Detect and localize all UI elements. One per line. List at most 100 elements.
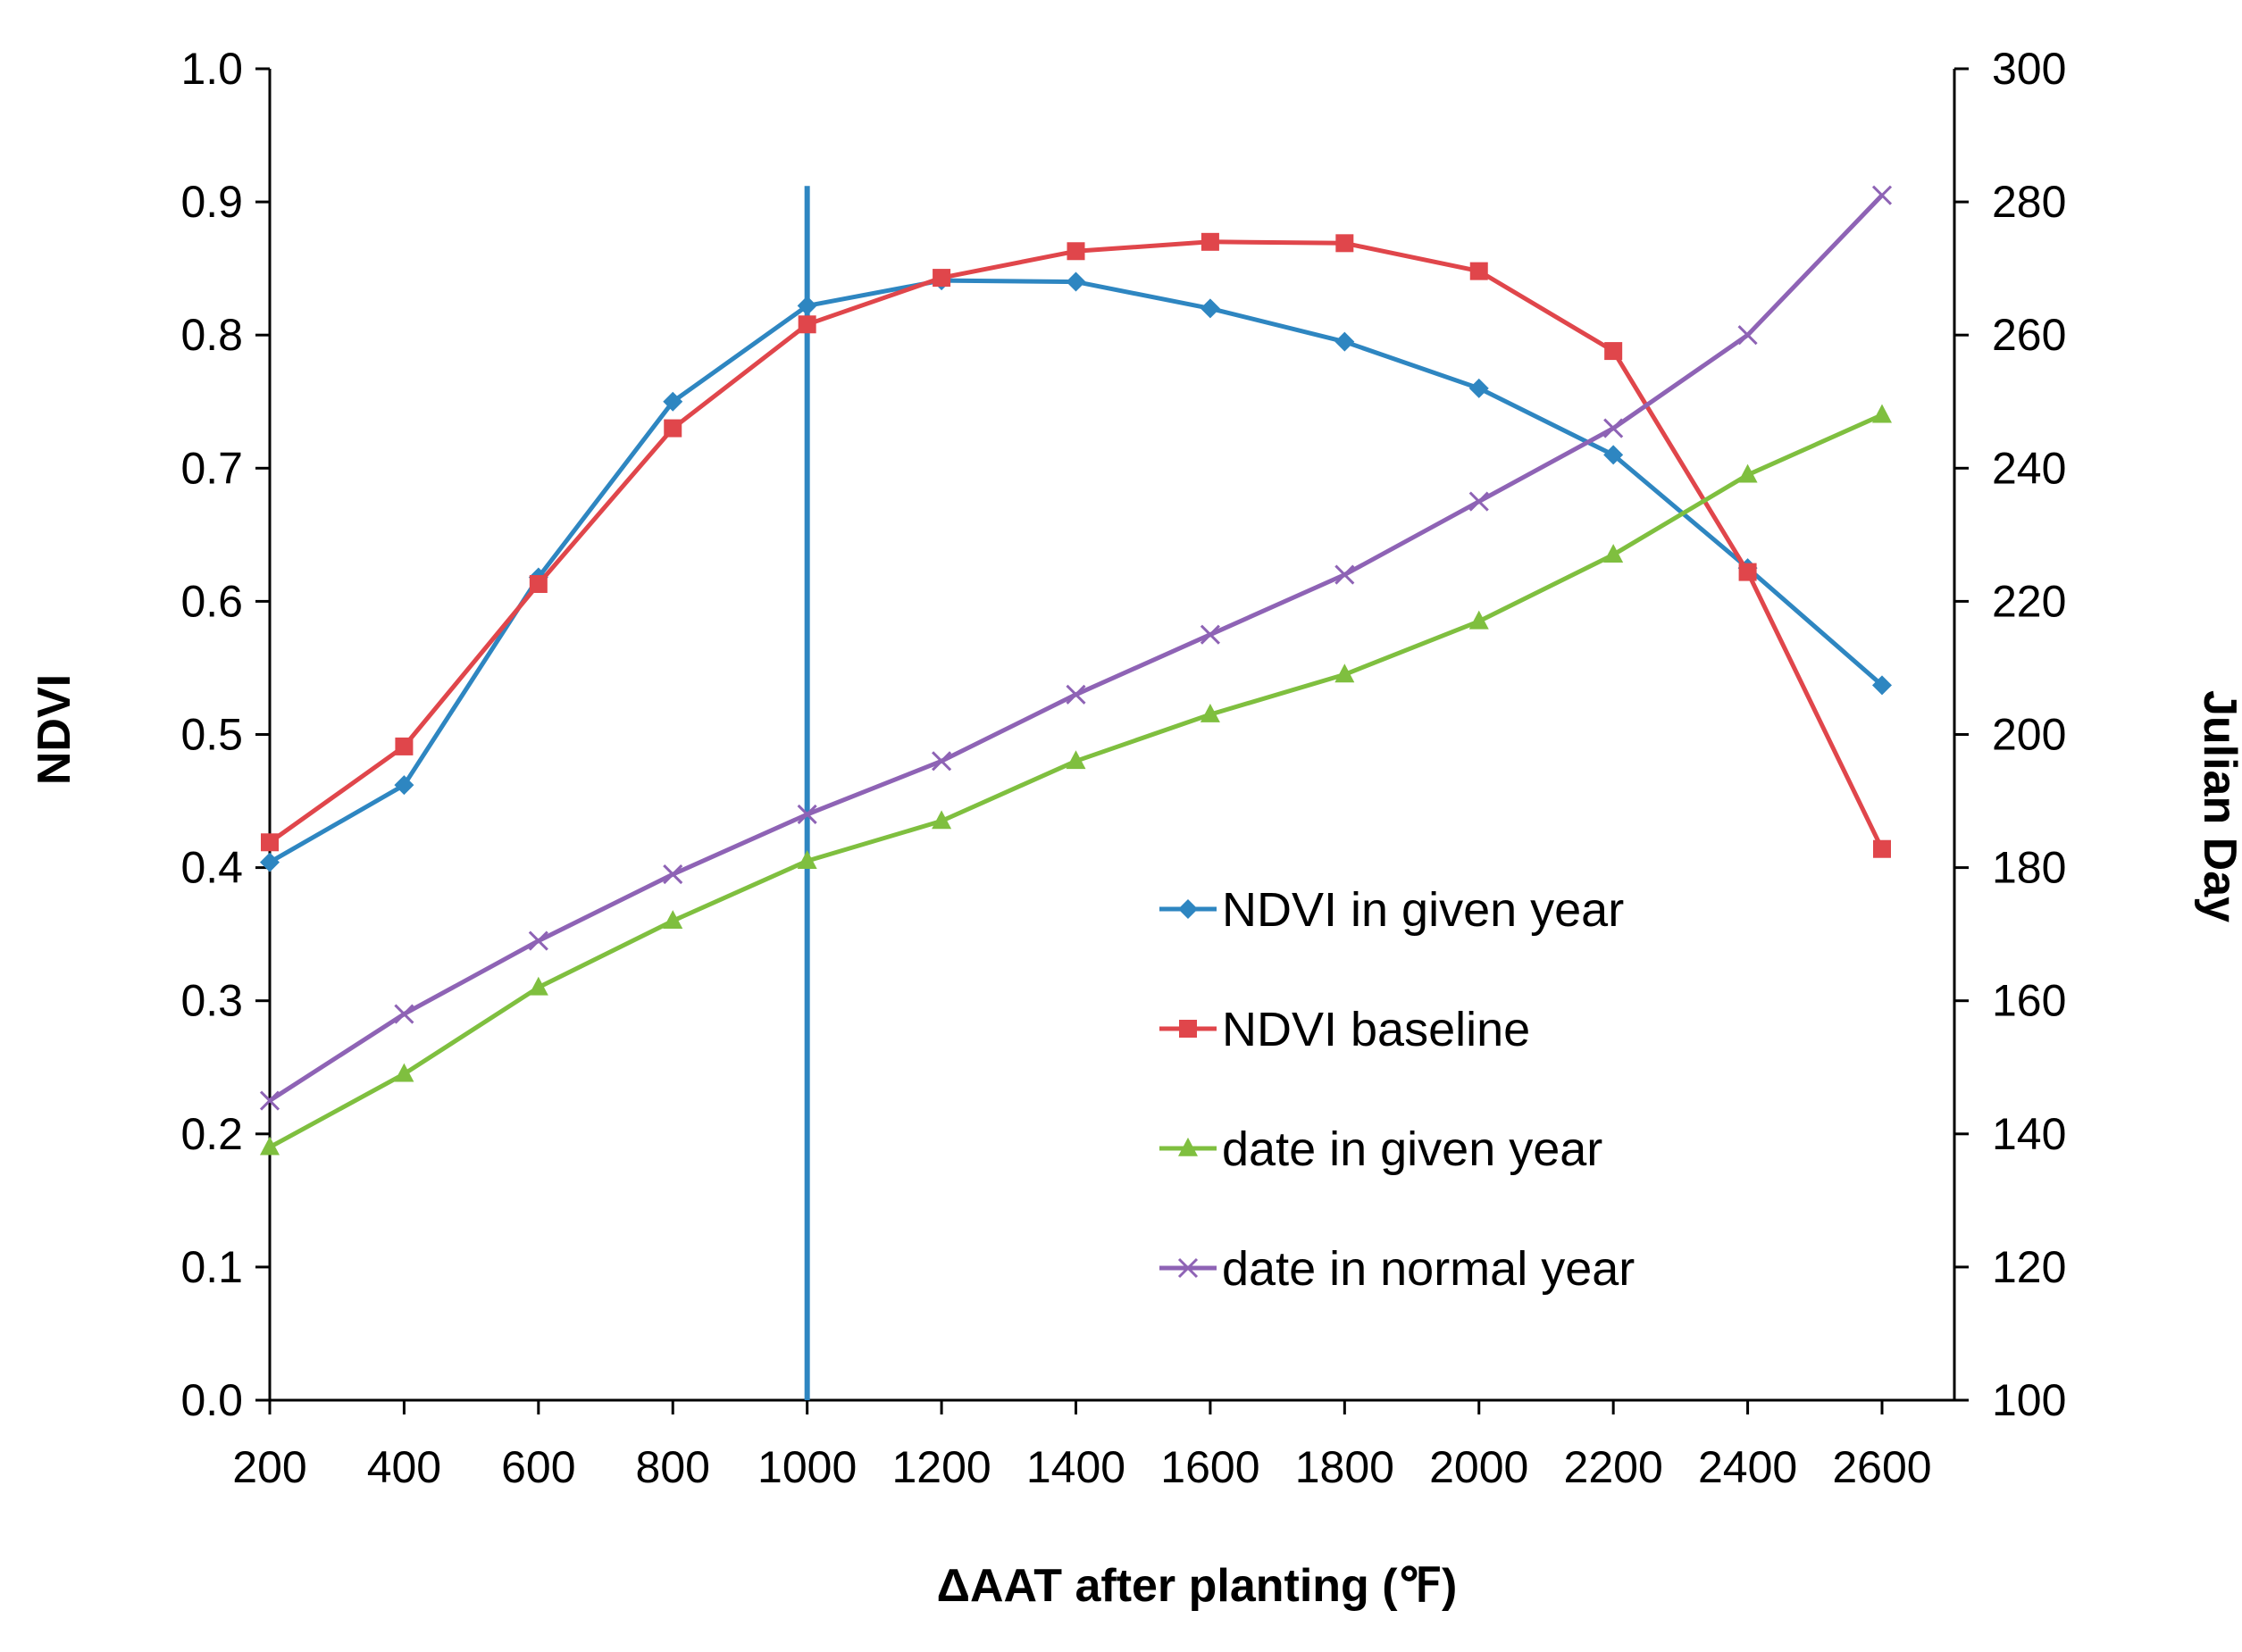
y-left-tick-label: 0.5: [180, 710, 243, 760]
data-point-date-in-normal-year: [932, 751, 952, 772]
y-axis-title-left: NDVI: [29, 674, 80, 785]
legend-swatch-marker: [1178, 1137, 1198, 1156]
data-point-ndvi-baseline: [395, 737, 414, 755]
series-line-date-in-given-year: [268, 413, 1884, 1149]
legend-label: date in normal year: [1222, 1242, 1635, 1296]
legend-label: date in given year: [1222, 1122, 1602, 1176]
x-tick-label: 2200: [1564, 1442, 1663, 1492]
x-tick-label: 1800: [1295, 1442, 1394, 1492]
y-left-tick-label: 0.2: [180, 1109, 243, 1159]
data-point-ndvi-in-given-year: [260, 852, 280, 872]
axes: 0.0 0.1 0.2 0.3 0.4 0.5 0.6 0.7 0.8 0.9 1.0 100 120 1…: [180, 44, 2066, 1492]
series-line-date-in-normal-year: [268, 193, 1884, 1103]
y-left-tick-label: 0.6: [180, 576, 243, 626]
x-tick-label: 600: [501, 1442, 575, 1492]
data-point-date-in-normal-year: [1200, 624, 1220, 645]
data-point-date-in-given-year: [663, 910, 683, 930]
data-point-date-in-normal-year: [663, 864, 683, 885]
data-point-date-in-given-year: [1334, 663, 1355, 683]
series-line-ndvi-in-given-year: [268, 278, 1884, 864]
data-point-date-in-normal-year: [797, 804, 817, 825]
data-point-ndvi-baseline: [1335, 234, 1354, 253]
data-point-ndvi-baseline: [664, 419, 682, 438]
data-point-ndvi-baseline: [1067, 242, 1085, 261]
data-point-date-in-given-year: [797, 850, 817, 869]
legend-item-date-in-given-year: date in given year: [1159, 1122, 1602, 1176]
data-point-ndvi-baseline: [1873, 839, 1891, 858]
data-point-date-in-given-year: [260, 1136, 280, 1156]
y-right-tick-label: 200: [1992, 710, 2066, 760]
data-point-date-in-normal-year: [1737, 325, 1758, 346]
data-point-date-in-normal-year: [1871, 185, 1893, 205]
data-point-ndvi-in-given-year: [1200, 298, 1220, 319]
data-point-ndvi-in-given-year: [663, 391, 683, 412]
y-right-tick-label: 300: [1992, 44, 2066, 94]
x-tick-label: 400: [367, 1442, 441, 1492]
data-point-date-in-given-year: [1066, 750, 1086, 770]
data-point-date-in-normal-year: [1603, 418, 1624, 438]
y-right-tick-label: 160: [1992, 976, 2066, 1026]
data-point-date-in-given-year: [394, 1063, 414, 1082]
y-right-tick-label: 180: [1992, 843, 2066, 893]
x-tick-label: 2400: [1698, 1442, 1797, 1492]
y-left-tick-label: 0.3: [180, 976, 243, 1026]
legend-label: NDVI baseline: [1222, 1003, 1530, 1056]
data-point-ndvi-baseline: [1738, 563, 1757, 581]
data-point-ndvi-baseline: [933, 269, 951, 288]
data-point-date-in-normal-year: [1066, 684, 1086, 705]
x-axis-title: ΔAAT after planting (℉): [937, 1560, 1458, 1612]
data-point-ndvi-baseline: [1604, 342, 1623, 361]
y-left-tick-label: 0.9: [180, 177, 243, 227]
data-point-ndvi-in-given-year: [1066, 271, 1086, 292]
y-right-tick-label: 240: [1992, 443, 2066, 493]
legend-swatch-marker: [1179, 1020, 1197, 1038]
series-date-in-given-year: [260, 404, 1892, 1156]
y-axis-title-right: Julian Day: [2194, 690, 2242, 922]
y-left-tick-label: 0.7: [180, 443, 243, 493]
x-tick-label: 1000: [757, 1442, 857, 1492]
data-point-ndvi-in-given-year: [394, 775, 414, 796]
y-left-tick-label: 0.1: [180, 1242, 243, 1292]
data-point-date-in-normal-year: [1468, 491, 1489, 512]
x-tick-label: 800: [636, 1442, 710, 1492]
x-tick-label: 200: [232, 1442, 306, 1492]
legend-item-date-in-normal-year: date in normal year: [1159, 1242, 1635, 1296]
y-right-tick-label: 120: [1992, 1242, 2066, 1292]
series-date-in-normal-year: [259, 185, 1893, 1111]
x-tick-label: 2000: [1429, 1442, 1528, 1492]
legend-swatch-marker: [1177, 1257, 1199, 1279]
y-left-tick-label: 0.8: [180, 310, 243, 360]
data-point-ndvi-baseline: [529, 575, 548, 594]
data-point-date-in-given-year: [932, 810, 952, 830]
y-left-tick-label: 0.0: [180, 1375, 243, 1425]
legend-item-ndvi-baseline: NDVI baseline: [1159, 1003, 1530, 1056]
data-point-ndvi-baseline: [798, 315, 816, 334]
series-ndvi-in-given-year: [260, 271, 1892, 872]
data-point-date-in-normal-year: [259, 1090, 280, 1111]
data-point-ndvi-in-given-year: [1334, 331, 1355, 352]
legend: NDVI in given year NDVI baseline date in g…: [1159, 883, 1635, 1296]
data-point-date-in-normal-year: [1334, 564, 1355, 585]
data-point-ndvi-baseline: [261, 833, 279, 852]
data-point-date-in-normal-year: [394, 1004, 414, 1024]
legend-swatch-marker: [1178, 899, 1198, 919]
data-point-ndvi-baseline: [1469, 262, 1488, 280]
legend-label: NDVI in given year: [1222, 883, 1624, 937]
x-tick-label: 2600: [1832, 1442, 1931, 1492]
data-point-ndvi-in-given-year: [1603, 445, 1624, 465]
y-left-tick-label: 1.0: [180, 44, 243, 94]
data-point-ndvi-baseline: [1200, 232, 1219, 251]
y-right-tick-label: 260: [1992, 310, 2066, 360]
data-point-ndvi-in-given-year: [1872, 675, 1892, 696]
data-point-date-in-given-year: [1468, 610, 1489, 630]
y-right-tick-label: 220: [1992, 576, 2066, 626]
x-tick-label: 1200: [891, 1442, 991, 1492]
series-ndvi-baseline: [261, 232, 1891, 858]
legend-item-ndvi-in-given-year: NDVI in given year: [1159, 883, 1624, 937]
x-tick-label: 1400: [1026, 1442, 1125, 1492]
y-right-tick-label: 280: [1992, 177, 2066, 227]
data-point-date-in-given-year: [1603, 544, 1624, 563]
data-point-date-in-given-year: [1737, 463, 1758, 483]
